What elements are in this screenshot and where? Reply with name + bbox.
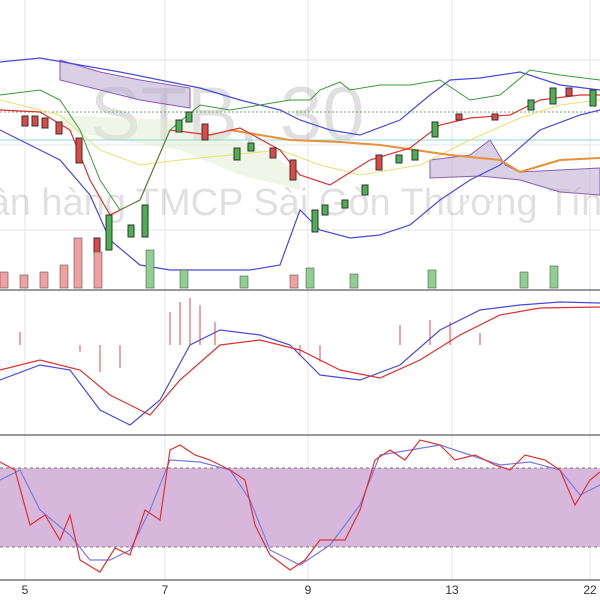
candle (527, 99, 535, 111)
macd-line (0, 301, 600, 426)
volume-bar (39, 271, 49, 289)
candle (321, 204, 329, 216)
candle (361, 184, 369, 196)
candle (31, 115, 39, 127)
x-tick-label: 9 (305, 583, 312, 597)
candle (341, 199, 349, 209)
volume-bar (59, 264, 69, 289)
bollinger-mid (0, 99, 600, 176)
candle (565, 87, 573, 97)
bollinger-lower (0, 109, 600, 271)
x-tick-label: 13 (445, 583, 459, 597)
volume-bar (19, 274, 29, 289)
candle (455, 113, 463, 121)
x-tick-label: 5 (22, 583, 29, 597)
x-tick-label: 22 (583, 583, 597, 597)
volume-bar (145, 249, 155, 289)
candle (141, 204, 149, 238)
candle (491, 113, 499, 121)
lagging-line (0, 69, 600, 211)
volume-bar (549, 265, 559, 289)
candle (589, 89, 597, 107)
volume-bar (239, 275, 249, 289)
kijun-line (229, 129, 600, 174)
candle (549, 87, 557, 105)
volume-bar (427, 269, 437, 289)
bollinger-upper (0, 57, 600, 136)
candle (21, 115, 29, 127)
candle (55, 121, 63, 135)
candle (289, 159, 297, 181)
candle (41, 117, 49, 129)
volume-bar (519, 271, 529, 289)
volume-bar (305, 267, 315, 289)
candle (175, 119, 183, 133)
candle (75, 137, 83, 164)
candle (185, 111, 193, 123)
volume-bar (73, 237, 83, 289)
volume (0, 237, 559, 289)
candle (411, 149, 419, 161)
candle (431, 121, 439, 138)
candle (247, 142, 255, 152)
stoch-d (0, 444, 600, 566)
volume-bar (289, 274, 299, 289)
volume-bar (93, 251, 103, 289)
stoch-band (0, 468, 600, 547)
candle (127, 224, 135, 238)
candle (269, 147, 277, 159)
volume-bar (349, 273, 359, 289)
candle (93, 237, 101, 254)
stoch-k (0, 439, 600, 573)
x-tick-label: 7 (162, 583, 169, 597)
cloud (59, 59, 191, 109)
signal-line (0, 306, 600, 416)
candle (375, 154, 383, 171)
candle (105, 214, 113, 251)
candle (201, 123, 209, 141)
candle (395, 154, 403, 164)
volume-bar (0, 271, 9, 289)
volume-bar (179, 269, 189, 289)
cloud (60, 115, 300, 190)
macd-histogram (19, 298, 481, 372)
candle (311, 209, 319, 233)
candle (233, 147, 241, 161)
